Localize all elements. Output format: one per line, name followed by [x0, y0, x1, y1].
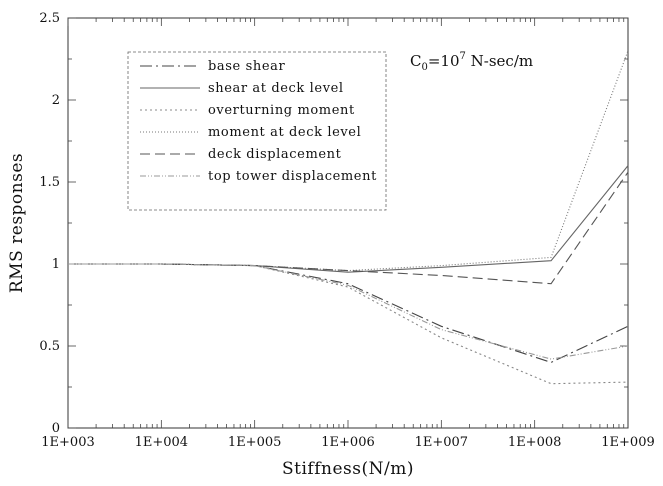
x-tick-label: 1E+007: [415, 435, 468, 450]
y-tick-label: 2: [52, 93, 60, 108]
y-tick-label: 0: [52, 421, 60, 436]
legend-label: deck displacement: [208, 147, 342, 162]
legend-box: [127, 51, 387, 211]
series-layer: [68, 50, 629, 385]
series-line-3: [68, 263, 629, 385]
x-tick-label: 1E+009: [601, 435, 654, 450]
series-line-6: [68, 263, 629, 360]
legend-label: overturning moment: [208, 103, 355, 118]
legend-label: shear at deck level: [208, 81, 344, 96]
annotation-unit: N-sec/m: [466, 52, 533, 70]
x-tick-label: 1E+008: [508, 435, 561, 450]
x-tick-label: 1E+003: [41, 435, 94, 450]
x-tick-labels: 1E+003 1E+004 1E+005 1E+006 1E+007 1E+008 1E+0…: [41, 435, 654, 450]
annotation-base: C: [410, 52, 421, 70]
legend-label: moment at deck level: [208, 125, 361, 140]
x-tick-label: 1E+006: [321, 435, 374, 450]
legend-label: top tower displacement: [208, 169, 377, 184]
x-tick-label: 1E+004: [135, 435, 188, 450]
y-tick-label: 0.5: [39, 339, 60, 354]
x-axis-title: Stiffness(N/m): [282, 459, 414, 479]
annotation-sub: 0: [421, 62, 427, 73]
damping-annotation: C0=107 N-sec/m: [410, 51, 533, 73]
y-axis-title: RMS responses: [7, 153, 27, 293]
annotation-sup: 7: [460, 51, 466, 62]
legend-items: base shear shear at deck level overturning…: [140, 59, 377, 184]
y-tick-label: 1.5: [39, 175, 60, 190]
series-line-5: [68, 171, 629, 285]
legend: base shear shear at deck level overturning…: [127, 51, 387, 211]
annotation-eq: =10: [428, 52, 460, 70]
x-tick-label: 1E+005: [228, 435, 281, 450]
series-line-1: [68, 263, 629, 363]
y-tick-labels: 0 0.5 1 1.5 2 2.5: [39, 11, 60, 436]
y-tick-label: 1: [52, 257, 60, 272]
y-tick-label: 2.5: [39, 11, 60, 26]
legend-label: base shear: [208, 59, 285, 74]
